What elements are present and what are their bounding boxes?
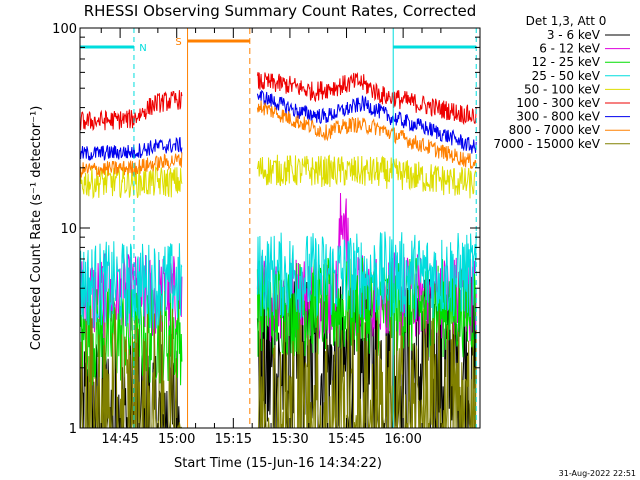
series-100-300-kev-segment-0 [80, 90, 183, 132]
x-tick-label-0: 14:45 [101, 432, 138, 447]
legend-label-800-7000-kev: 800 - 7000 keV [509, 123, 601, 137]
series-3-6-kev-segment-0 [80, 328, 182, 428]
x-tick-label-1: 15:00 [158, 432, 195, 447]
saa-label: S [175, 37, 181, 48]
y-axis-label: Corrected Count Rate (s⁻¹ detector⁻¹) [29, 106, 44, 351]
series-800-7000-kev [80, 100, 477, 178]
series-800-7000-kev-segment-1 [256, 100, 477, 170]
night-label: N [139, 43, 146, 54]
y-tick-label-2: 100 [52, 22, 77, 37]
series-300-800-kev [80, 89, 477, 162]
series-50-100-kev-segment-1 [256, 154, 477, 199]
series-300-800-kev-segment-0 [80, 137, 183, 162]
legend-label-25-50-kev: 25 - 50 keV [532, 69, 601, 83]
x-tick-label-3: 15:30 [271, 432, 308, 447]
x-tick-label-2: 15:15 [215, 432, 252, 447]
y-tick-label-1: 10 [60, 222, 77, 237]
series-100-300-kev [80, 72, 477, 132]
legend-label-6-12-kev: 6 - 12 keV [539, 42, 601, 56]
legend-header: Det 1,3, Att 0 [526, 14, 607, 28]
series-12-25-kev-segment-0 [80, 287, 183, 386]
series-7000-15000-kev [80, 308, 477, 428]
legend-label-12-25-kev: 12 - 25 keV [532, 55, 601, 69]
x-axis-label: Start Time (15-Jun-16 14:34:22) [174, 456, 382, 471]
series-50-100-kev-segment-0 [80, 165, 183, 200]
legend-label-300-800-kev: 300 - 800 keV [516, 110, 600, 124]
series-100-300-kev-segment-1 [256, 72, 477, 126]
y-tick-label-0: 1 [69, 422, 77, 437]
legend-label-7000-15000-kev: 7000 - 15000 keV [493, 137, 600, 151]
legend-label-3-6-kev: 3 - 6 keV [547, 28, 601, 42]
timestamp: 31-Aug-2022 22:51 [559, 469, 636, 478]
data-layer [80, 72, 477, 428]
series-25-50-kev [80, 231, 477, 329]
series-7000-15000-kev-segment-1 [257, 308, 477, 428]
x-tick-label-5: 16:00 [384, 432, 421, 447]
series-300-800-kev-segment-1 [256, 89, 477, 154]
series-800-7000-kev-segment-0 [80, 152, 183, 178]
legend-label-100-300-kev: 100 - 300 keV [516, 96, 600, 110]
series-25-50-kev-segment-0 [80, 241, 183, 329]
series-25-50-kev-segment-1 [256, 231, 477, 320]
chart-title: RHESSI Observing Summary Count Rates, Co… [84, 2, 477, 20]
axis-layer: 14:45 15:00 15:15 15:30 15:45 16:00 1 10 100 [52, 22, 480, 447]
legend-label-50-100-kev: 50 - 100 keV [524, 82, 601, 96]
series-7000-15000-kev-segment-0 [80, 308, 183, 428]
x-tick-label-4: 15:45 [328, 432, 365, 447]
